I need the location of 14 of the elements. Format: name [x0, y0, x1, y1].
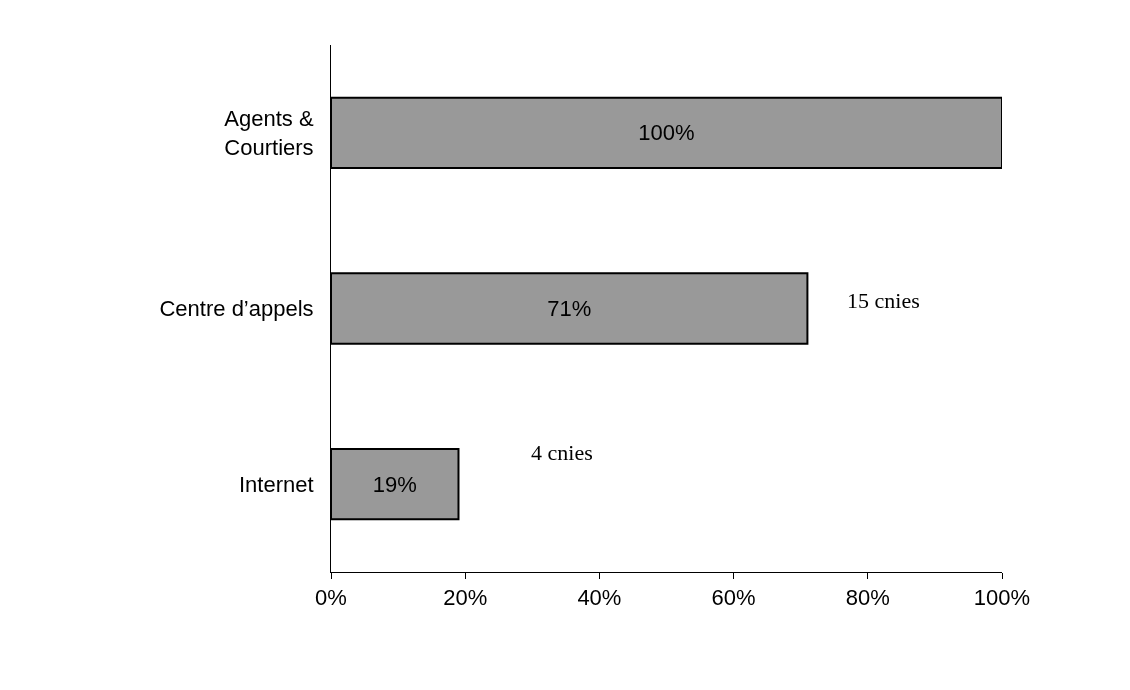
x-tick-label: 100% [973, 585, 1031, 611]
x-tick-label: 60% [711, 585, 756, 611]
x-tick-label: 0% [315, 585, 347, 611]
y-tick-label: Centre d’appels [159, 296, 314, 322]
data-label: 100% [638, 120, 695, 146]
y-tick-label: Internet [238, 471, 314, 497]
annotation: 4 cnies [531, 440, 593, 465]
x-tick-label: 20% [443, 585, 488, 611]
x-tick-label: 80% [845, 585, 890, 611]
x-tick-label: 40% [577, 585, 622, 611]
y-tick-label: Agents & Courtiers [224, 106, 314, 160]
data-label: 71% [547, 296, 592, 321]
data-label: 19% [372, 471, 417, 497]
annotation: 15 cnies [847, 288, 920, 313]
